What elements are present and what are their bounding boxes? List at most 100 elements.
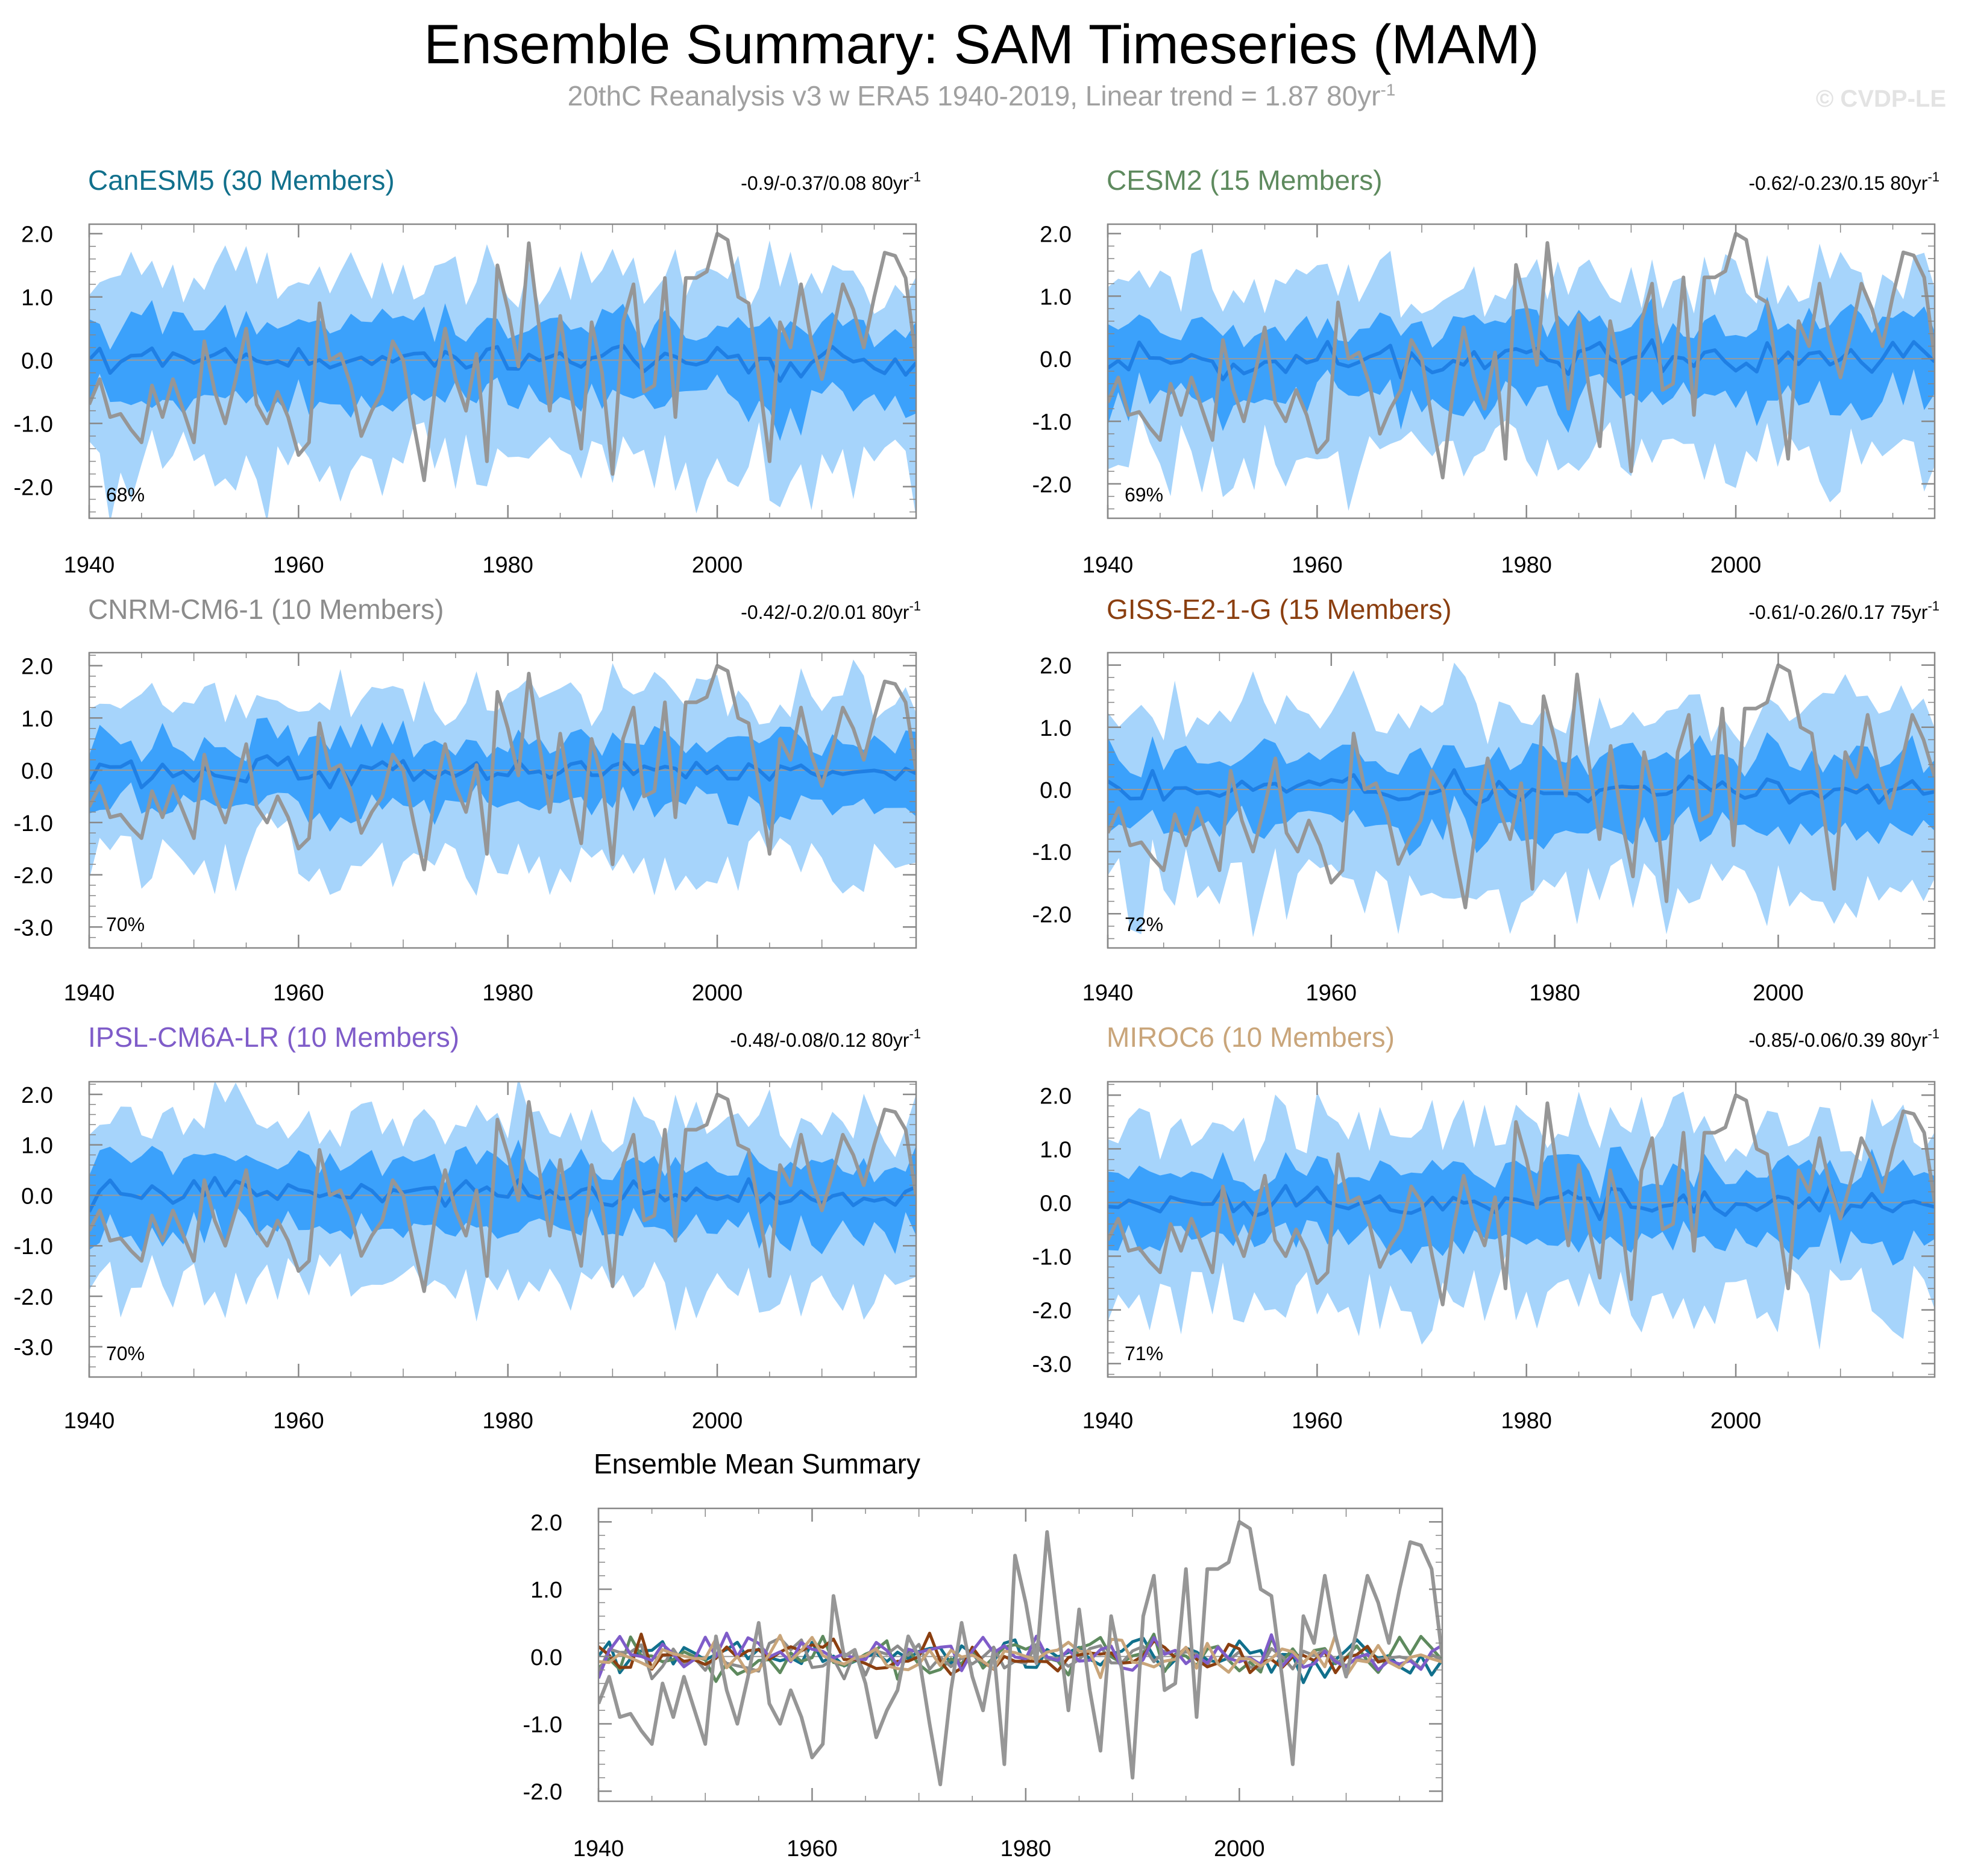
y-tick-label: 1.0 [1040,284,1072,310]
x-tick-label: 1940 [64,553,115,578]
trend-label: -0.61/-0.26/0.17 75yr-1 [1748,598,1939,623]
chart-panel-canesm5: 2.0 1.0 0.0 -1.0 -2.0 1940 1960 1980 2000 CanESM5… [14,165,921,578]
plot-area [1108,231,1935,511]
y-tick-label: 1.0 [21,1134,53,1159]
y-tick-label: 0.0 [1040,1191,1072,1216]
x-tick-label: 1960 [1306,980,1357,1006]
ensemble-mean-line [89,344,916,383]
x-tick-label: 1960 [273,1408,324,1434]
trend-label: -0.85/-0.06/0.39 80yr-1 [1748,1026,1939,1051]
y-tick-label: 0.0 [21,1184,53,1209]
panel-title: MIROC6 (10 Members) [1107,1021,1395,1053]
y-tick-label: -2.0 [1032,902,1072,927]
y-tick-label: 1.0 [1040,1137,1072,1162]
panel-title: GISS-E2-1-G (15 Members) [1107,594,1452,625]
y-tick-label: -1.0 [14,412,53,438]
observed-line [1108,663,1935,909]
chart-panel-cnrm-cm6-1: 2.0 1.0 0.0 -1.0 -2.0 -3.0 1940 1960 1980 2000 CNR… [14,594,921,1006]
trend-label: -0.62/-0.23/0.15 80yr-1 [1748,169,1939,194]
observed-line [89,231,916,482]
panel-title: Ensemble Mean Summary [594,1448,920,1479]
watermark: © CVDP-LE [1815,86,1946,112]
plot-area [89,231,916,518]
plot-area [89,659,916,896]
plot-frame [88,1081,917,1378]
x-tick-label: 2000 [1710,553,1762,578]
percent-label: 72% [1125,914,1163,935]
y-tick-label: 2.0 [530,1510,562,1536]
y-tick-label: 2.0 [1040,654,1072,679]
chart-panel-ensemble-mean-summary: 2.0 1.0 0.0 -1.0 -2.0 1940 1960 1980 2000 Ensembl… [523,1448,1443,1862]
observed-line [89,664,916,871]
subtitle-superscript: -1 [1380,80,1396,99]
y-tick-label: -2.0 [14,864,53,889]
observed-line [1108,231,1935,480]
plot-area [598,1520,1442,1787]
y-tick-label: -2.0 [523,1780,562,1805]
y-tick-label: 1.0 [530,1578,562,1603]
y-tick-label: -3.0 [14,915,53,941]
plot-frame [88,651,917,949]
y-tick-label: -2.0 [1032,1299,1072,1324]
chart-panel-giss-e2-1-g: 2.0 1.0 0.0 -1.0 -2.0 1940 1960 1980 2000 GISS-E2… [1032,594,1939,1006]
x-tick-label: 1940 [64,980,115,1006]
plot-frame [1107,1081,1936,1378]
y-tick-label: 0.0 [1040,778,1072,803]
percent-label: 71% [1125,1343,1163,1364]
y-tick-label: -1.0 [1032,840,1072,865]
x-tick-label: 1940 [1082,553,1134,578]
x-tick-label: 1960 [1292,553,1343,578]
y-tick-label: 0.0 [1040,347,1072,372]
x-tick-label: 2000 [1214,1836,1265,1862]
x-tick-label: 1940 [1082,980,1134,1006]
page-subtitle: 20thC Reanalysis v3 w ERA5 1940-2019, Li… [0,80,1963,112]
y-tick-label: 1.0 [1040,716,1072,741]
x-tick-label: 2000 [692,553,743,578]
trend-label: -0.9/-0.37/0.08 80yr-1 [741,169,921,194]
x-tick-label: 1980 [482,980,533,1006]
x-tick-label: 1940 [64,1408,115,1434]
y-tick-label: -2.0 [14,475,53,501]
y-tick-label: 0.0 [21,349,53,374]
subtitle-text: 20thC Reanalysis v3 w ERA5 1940-2019, Li… [567,80,1381,111]
observed-line [598,1520,1442,1787]
percent-label: 69% [1125,484,1163,506]
plot-area [1108,662,1935,938]
x-tick-label: 1940 [573,1836,624,1862]
y-tick-label: -1.0 [523,1713,562,1738]
plot-frame [597,1507,1443,1802]
y-tick-label: 1.0 [21,286,53,311]
x-tick-label: 2000 [1710,1408,1762,1434]
percent-label: 70% [106,1343,145,1364]
trend-label: -0.48/-0.08/0.12 80yr-1 [730,1026,921,1051]
y-tick-label: -1.0 [1032,1245,1072,1270]
x-tick-label: 1960 [787,1836,838,1862]
x-tick-label: 1960 [273,553,324,578]
y-tick-label: -2.0 [1032,472,1072,498]
inner-spread-band [89,300,916,441]
y-tick-label: 0.0 [530,1645,562,1671]
y-tick-label: -3.0 [1032,1352,1072,1378]
x-tick-label: 1980 [482,1408,533,1434]
y-tick-label: 2.0 [21,222,53,248]
x-tick-label: 1980 [1501,1408,1552,1434]
plot-frame [1107,651,1936,949]
y-tick-label: 2.0 [21,1083,53,1108]
x-tick-label: 1980 [1501,553,1552,578]
y-tick-label: -1.0 [14,811,53,836]
x-tick-label: 2000 [692,980,743,1006]
chart-panel-ipsl-cm6a-lr: 2.0 1.0 0.0 -1.0 -2.0 -3.0 1940 1960 1980 2000 IPS… [14,1021,921,1434]
trend-label: -0.42/-0.2/0.01 80yr-1 [741,598,921,623]
x-tick-label: 1960 [1292,1408,1343,1434]
percent-label: 68% [106,484,145,506]
x-tick-label: 2000 [1753,980,1804,1006]
page-title: Ensemble Summary: SAM Timeseries (MAM) [424,14,1539,75]
panel-title: CanESM5 (30 Members) [88,165,395,196]
plot-area [1108,1091,1935,1350]
y-tick-label: -1.0 [14,1234,53,1260]
y-tick-label: 1.0 [21,706,53,732]
y-tick-label: -1.0 [1032,410,1072,435]
y-tick-label: -2.0 [14,1285,53,1310]
percent-label: 70% [106,914,145,935]
